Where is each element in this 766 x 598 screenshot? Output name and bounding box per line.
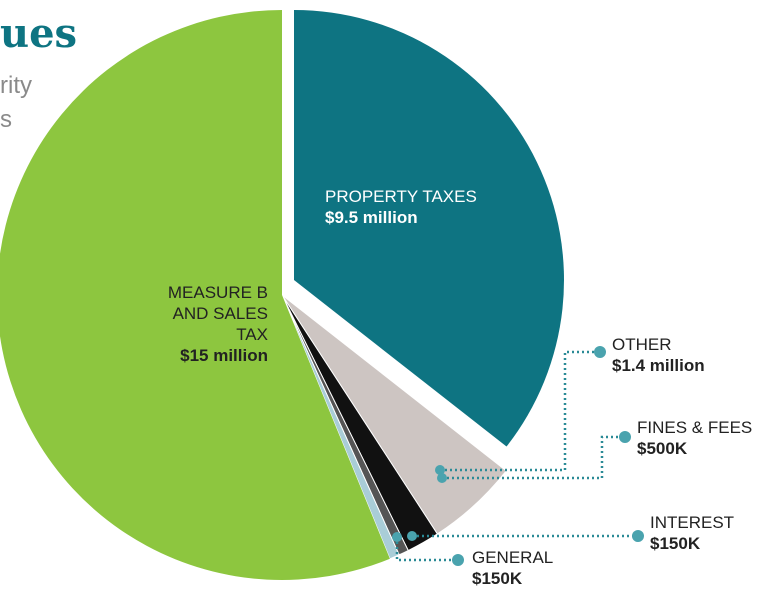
pie-slice (294, 10, 564, 447)
leader-dot (594, 346, 606, 358)
leader-dot (435, 465, 445, 475)
category-name: OTHER (612, 335, 672, 354)
value-label: $9.5 million (325, 208, 418, 227)
chart-title: ues (0, 10, 78, 57)
pie-slice (281, 294, 400, 560)
slice-label: GENERAL $150K (472, 547, 553, 589)
slice-label: PROPERTY TAXES $9.5 million (325, 186, 477, 228)
category-name: GENERAL (472, 548, 554, 567)
category-name: INTEREST (650, 513, 735, 532)
value-label: $15 million (180, 346, 268, 365)
subtitle: s (0, 106, 12, 133)
slice-label: MEASURE B AND SALES TAX $15 million (138, 282, 268, 366)
leader-dot (452, 554, 464, 566)
value-label: $500K (637, 439, 688, 458)
value-label: $1.4 million (612, 356, 705, 375)
category-name: FINES & FEES (637, 418, 753, 437)
value-label: $150K (650, 534, 701, 553)
leader-line (440, 350, 600, 472)
slice-label: FINES & FEES $500K (637, 417, 752, 459)
value-label: $150K (472, 569, 523, 588)
slice-label: INTEREST $150K (650, 512, 734, 554)
leader-line (442, 435, 625, 480)
leader-dot (392, 532, 402, 542)
pie-slice (0, 10, 390, 580)
leader-dot (437, 473, 447, 483)
category-name: MEASURE B AND SALES TAX (167, 283, 268, 344)
subtitle: rity (0, 72, 32, 99)
slice-label: OTHER $1.4 million (612, 334, 705, 376)
category-name: PROPERTY TAXES (325, 187, 477, 206)
leader-dot (632, 530, 644, 542)
leader-dot (619, 431, 631, 443)
leader-dot (407, 531, 417, 541)
